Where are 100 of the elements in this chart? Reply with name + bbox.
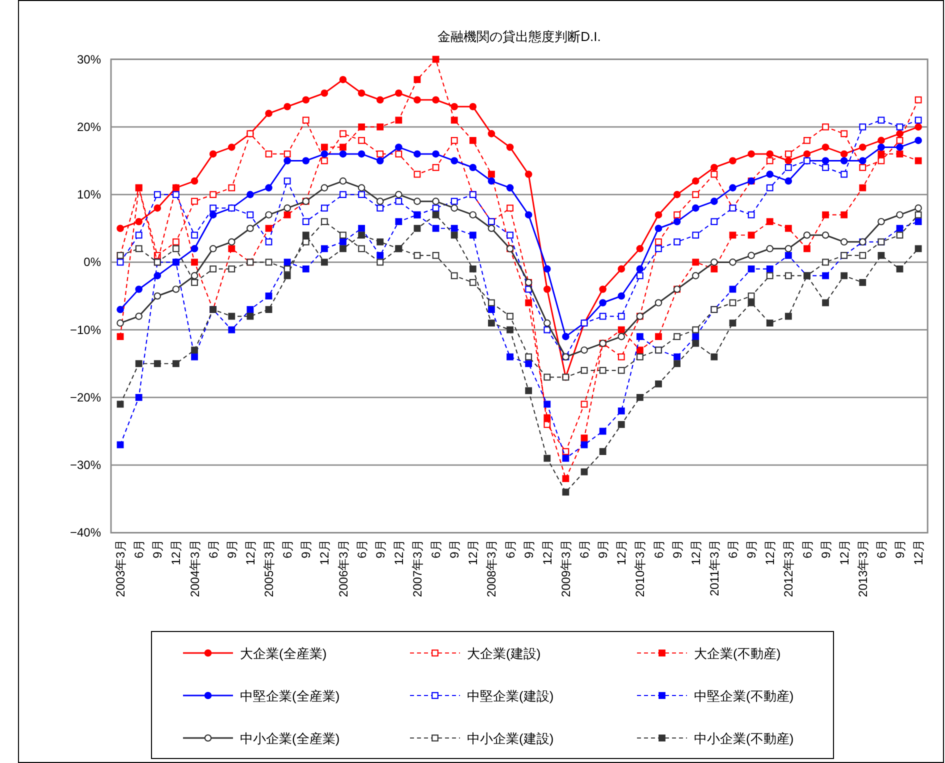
point (450, 204, 458, 212)
point (432, 198, 440, 205)
x-tick-label: 2013年3月 (856, 540, 870, 598)
point (376, 258, 384, 266)
point (562, 454, 570, 462)
point (544, 454, 551, 462)
point (246, 312, 254, 320)
point (822, 272, 829, 280)
y-tick-label: 20% (76, 120, 102, 134)
point (636, 353, 644, 360)
point (878, 116, 885, 124)
point (506, 326, 514, 334)
point (320, 258, 328, 266)
point (340, 245, 346, 252)
point (878, 136, 885, 144)
legend-label: 中小企業(不動産) (694, 731, 794, 746)
point (432, 252, 440, 259)
point (859, 123, 866, 130)
point (803, 150, 811, 158)
legend-label: 大企業(不動産) (694, 646, 781, 661)
x-tick-label: 9月 (373, 540, 388, 558)
x-tick-label: 2009年3月 (559, 540, 573, 598)
point (544, 400, 551, 408)
point (766, 150, 774, 158)
point (116, 319, 124, 327)
point (376, 252, 384, 259)
point (525, 353, 532, 360)
point (320, 184, 328, 192)
point (191, 279, 198, 286)
point (135, 232, 142, 239)
point (172, 238, 180, 246)
point (116, 258, 124, 266)
point (618, 408, 625, 414)
point (414, 96, 421, 104)
x-tick-label: 6月 (354, 540, 369, 558)
point (544, 326, 551, 334)
x-tick-label: 6月 (206, 540, 220, 558)
point (265, 150, 272, 158)
point (154, 204, 162, 212)
point (284, 150, 291, 158)
point (618, 332, 626, 340)
point (469, 266, 476, 272)
point (599, 286, 606, 293)
point (524, 211, 532, 218)
point (914, 204, 922, 212)
point (766, 245, 774, 252)
point (302, 116, 310, 124)
point (544, 414, 551, 422)
point (618, 265, 626, 273)
point (284, 211, 291, 218)
point (784, 252, 792, 259)
point (710, 218, 718, 226)
point (265, 224, 272, 232)
point (469, 164, 477, 172)
point (284, 178, 291, 184)
point (710, 170, 718, 178)
point (914, 218, 922, 226)
point (784, 150, 792, 158)
point (340, 130, 346, 138)
point (692, 204, 700, 212)
point (265, 258, 272, 266)
x-tick-label: 12月 (392, 540, 406, 566)
point (636, 272, 644, 280)
point (674, 333, 680, 340)
y-tick-label: 10% (76, 188, 102, 202)
point (488, 130, 496, 138)
point (450, 272, 458, 280)
point (710, 353, 718, 360)
point (488, 306, 495, 313)
x-tick-label: 12月 (466, 540, 480, 566)
x-tick-label: 12月 (243, 540, 258, 566)
y-tick-label: −20% (70, 390, 102, 404)
y-tick-label: −10% (70, 322, 102, 337)
point (914, 211, 922, 218)
x-tick-label: 2003年3月 (114, 540, 128, 598)
point (692, 326, 700, 334)
point (729, 184, 736, 192)
point (636, 333, 644, 340)
x-tick-label: 2012年3月 (782, 540, 796, 598)
point (395, 218, 402, 226)
point (339, 150, 347, 158)
point (748, 266, 755, 272)
x-tick-label: 6月 (800, 540, 814, 558)
point (284, 258, 291, 266)
point (654, 224, 662, 232)
point (766, 320, 774, 326)
point (228, 238, 236, 246)
point (414, 252, 421, 259)
point (506, 184, 514, 192)
point (135, 245, 142, 252)
point (710, 258, 718, 266)
point (395, 144, 402, 151)
point (358, 245, 365, 252)
point (896, 211, 904, 218)
point (339, 76, 347, 84)
x-tick-label: 12月 (763, 540, 778, 566)
x-tick-label: 6月 (652, 540, 666, 558)
point (804, 137, 810, 144)
point (228, 266, 236, 272)
point (822, 157, 830, 164)
